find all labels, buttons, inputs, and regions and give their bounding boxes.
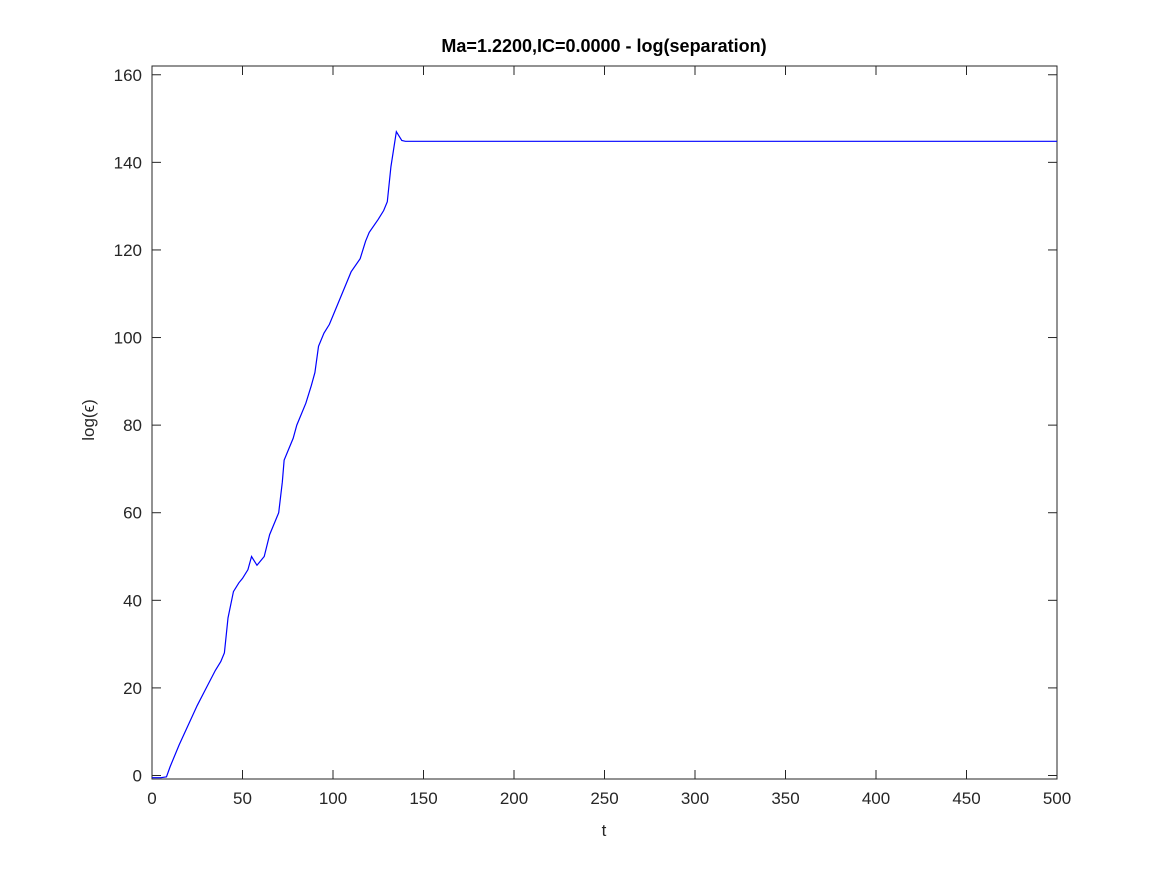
y-tick-label: 140 bbox=[114, 153, 142, 172]
chart-title: Ma=1.2200,IC=0.0000 - log(separation) bbox=[441, 36, 766, 56]
y-tick-label: 40 bbox=[123, 591, 142, 610]
y-tick-label: 160 bbox=[114, 66, 142, 85]
plot-area bbox=[151, 65, 1058, 780]
y-tick-label: 60 bbox=[123, 504, 142, 523]
x-tick-label: 0 bbox=[147, 789, 156, 808]
x-axis-label: t bbox=[602, 821, 607, 840]
x-tick-label: 500 bbox=[1043, 789, 1071, 808]
x-tick-label: 250 bbox=[590, 789, 618, 808]
x-tick-label: 50 bbox=[233, 789, 252, 808]
y-tick-label: 20 bbox=[123, 679, 142, 698]
data-line bbox=[152, 129, 1057, 779]
x-tick-label: 350 bbox=[771, 789, 799, 808]
y-tick-label: 100 bbox=[114, 329, 142, 348]
y-tick-label: 120 bbox=[114, 241, 142, 260]
x-tick-label: 200 bbox=[500, 789, 528, 808]
x-tick-label: 150 bbox=[409, 789, 437, 808]
x-tick-label: 450 bbox=[952, 789, 980, 808]
y-tick-label: 80 bbox=[123, 416, 142, 435]
y-axis-label: log(ϵ) bbox=[79, 399, 98, 441]
y-tick-label: 0 bbox=[133, 766, 142, 785]
x-tick-label: 400 bbox=[862, 789, 890, 808]
x-tick-label: 100 bbox=[319, 789, 347, 808]
x-tick-label: 300 bbox=[681, 789, 709, 808]
